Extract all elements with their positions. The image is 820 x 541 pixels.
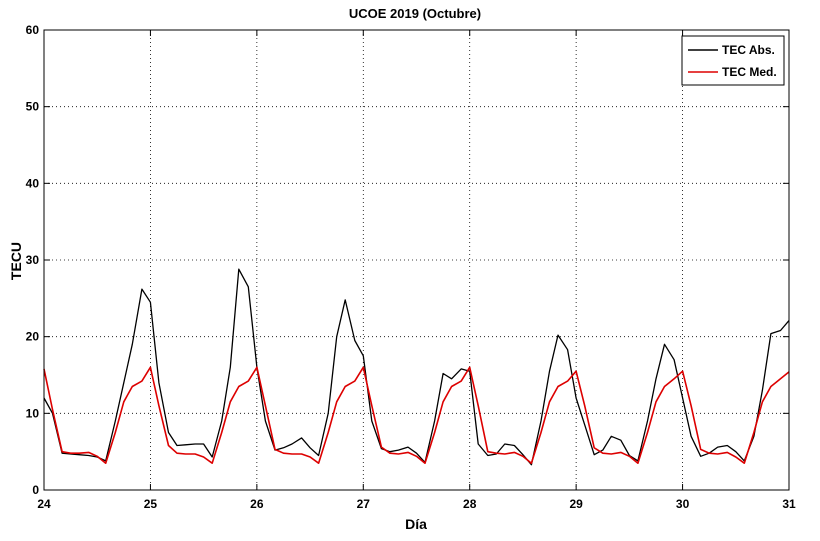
legend: TEC Abs. TEC Med. [681,35,785,86]
legend-box [681,35,785,86]
x-tick-label: 29 [569,497,583,511]
y-tick-label: 20 [26,330,40,344]
y-tick-label: 10 [26,406,40,420]
y-tick-label: 0 [32,483,39,497]
series-layer [43,268,790,466]
x-tick-label: 26 [250,497,264,511]
x-axis: 24 25 26 27 28 29 30 31 [37,30,796,511]
x-tick-label: 31 [782,497,796,511]
x-tick-label: 28 [463,497,477,511]
x-tick-label: 30 [676,497,690,511]
y-tick-label: 30 [26,253,40,267]
chart-title: UCOE 2019 (Octubre) [349,6,481,21]
x-axis-title: Día [405,516,427,532]
y-tick-label: 40 [26,176,40,190]
y-tick-label: 60 [26,23,40,37]
y-axis: 0 10 20 30 40 50 60 [26,23,789,497]
x-tick-label: 27 [357,497,371,511]
series-line-tec-med [43,366,790,465]
grid-lines [44,30,789,490]
series-line-tec-abs [43,268,790,466]
x-tick-label: 24 [37,497,51,511]
legend-label-tec-abs: TEC Abs. [722,43,775,57]
y-tick-label: 50 [26,100,40,114]
y-axis-title: TECU [8,242,24,280]
x-tick-label: 25 [144,497,158,511]
legend-label-tec-med: TEC Med. [722,65,777,79]
